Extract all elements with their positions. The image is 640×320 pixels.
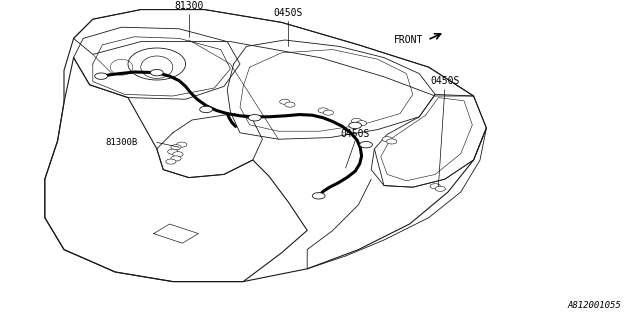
Circle shape [168, 149, 178, 154]
Circle shape [387, 139, 397, 144]
Text: FRONT: FRONT [394, 35, 423, 45]
Text: 0450S: 0450S [340, 129, 370, 139]
Text: 81300B: 81300B [106, 138, 138, 147]
Text: 0450S: 0450S [273, 8, 303, 18]
Circle shape [248, 115, 261, 121]
Text: 81300: 81300 [174, 1, 204, 11]
Circle shape [382, 137, 392, 142]
Circle shape [349, 122, 362, 129]
Text: A812001055: A812001055 [567, 301, 621, 310]
Circle shape [435, 186, 445, 191]
Circle shape [177, 142, 187, 147]
Circle shape [200, 106, 212, 113]
Circle shape [171, 156, 181, 161]
Text: 0450S: 0450S [430, 76, 460, 86]
Circle shape [356, 121, 367, 126]
Circle shape [173, 152, 183, 157]
Circle shape [166, 159, 176, 164]
Circle shape [318, 108, 328, 113]
Circle shape [285, 102, 295, 107]
Circle shape [150, 69, 163, 76]
Circle shape [430, 184, 440, 189]
Circle shape [323, 110, 333, 115]
Circle shape [280, 99, 290, 104]
Circle shape [95, 73, 108, 79]
Circle shape [171, 145, 181, 150]
Circle shape [312, 193, 325, 199]
Circle shape [360, 141, 372, 148]
Circle shape [351, 118, 362, 124]
